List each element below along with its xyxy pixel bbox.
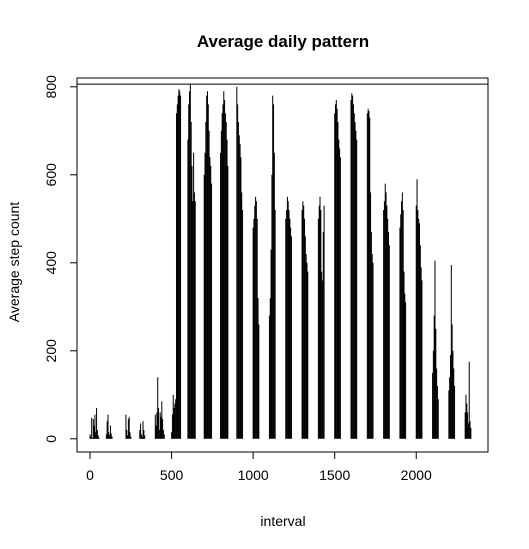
chart-title: Average daily pattern (197, 32, 369, 51)
x-ticks: 0 500 1000 1500 2000 (86, 452, 432, 483)
y-axis-label: Average step count (6, 202, 22, 322)
x-axis-label: interval (260, 513, 305, 529)
x-tick-label: 0 (86, 467, 94, 483)
y-ticks: 0 200 400 600 800 (43, 75, 77, 443)
x-tick-label: 500 (160, 467, 184, 483)
y-tick-label: 0 (43, 435, 59, 443)
y-tick-label: 600 (43, 163, 59, 187)
x-tick-label: 1500 (319, 467, 350, 483)
plot-box (76, 77, 489, 453)
bars-group (89, 84, 472, 439)
y-tick-label: 200 (43, 339, 59, 363)
x-tick-label: 2000 (401, 467, 432, 483)
x-tick-label: 1000 (238, 467, 269, 483)
y-tick-label: 400 (43, 251, 59, 275)
y-tick-label: 800 (43, 75, 59, 99)
